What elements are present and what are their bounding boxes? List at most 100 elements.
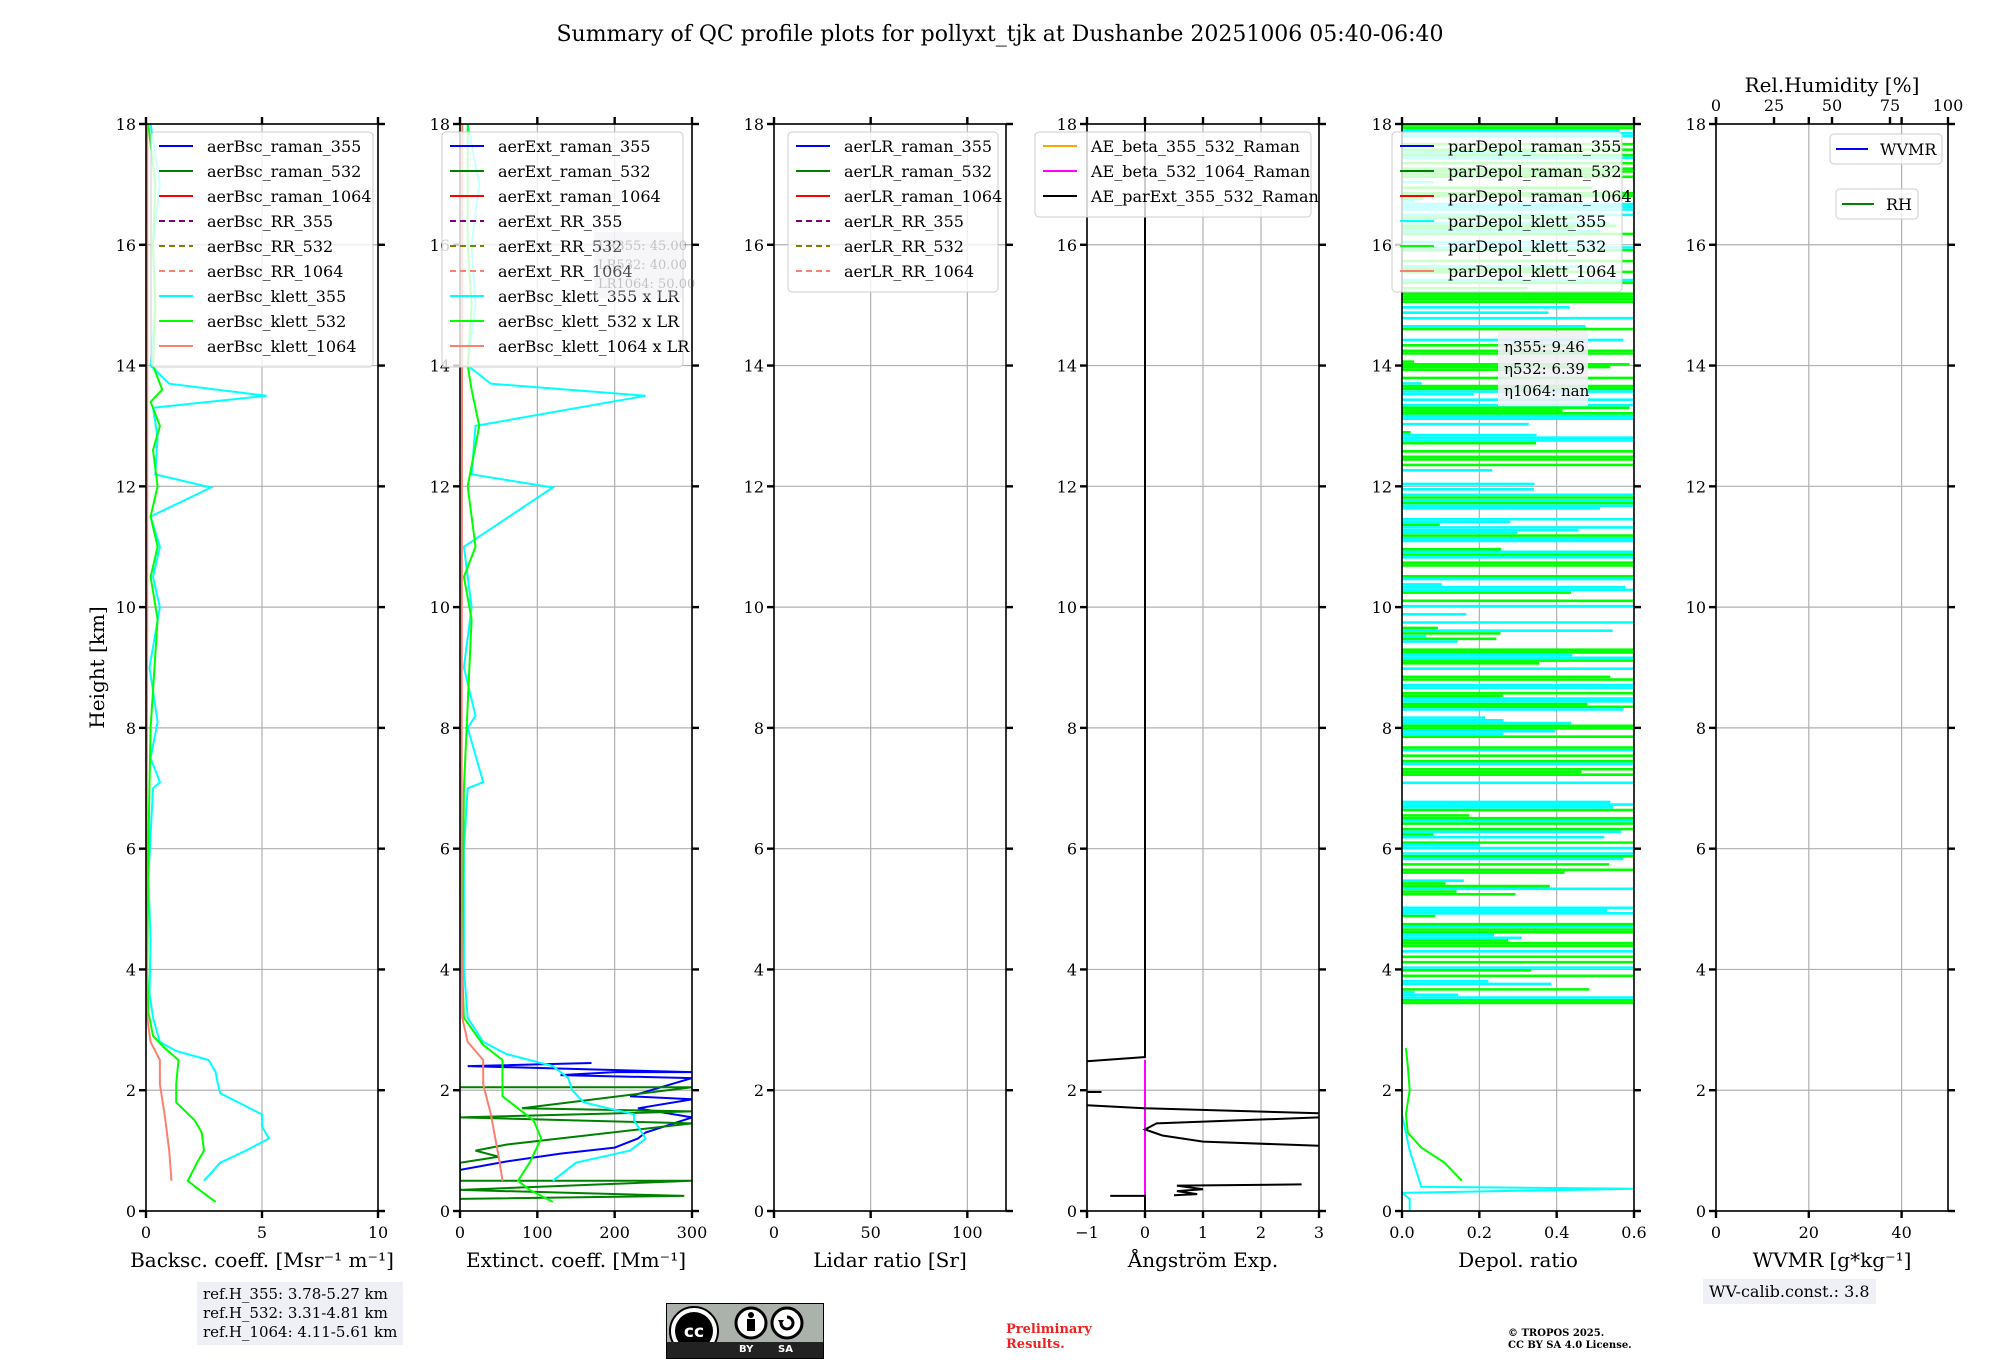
legend-label: parDepol_raman_355 xyxy=(1448,137,1621,156)
legend-label: AE_beta_355_532_Raman xyxy=(1090,137,1300,156)
top-x-tick-label: 25 xyxy=(1764,96,1784,115)
ref-height-box: ref.H_355: 3.78-5.27 km ref.H_532: 3.31-… xyxy=(197,1282,404,1345)
top-x-axis-label: Rel.Humidity [%] xyxy=(1745,73,1920,97)
legend-label: aerBsc_raman_355 xyxy=(207,137,361,156)
legend-label: aerExt_RR_355 xyxy=(498,212,622,231)
x-axis-label: Extinct. coeff. [Mm⁻¹] xyxy=(466,1248,686,1272)
legend: aerLR_raman_355 aerLR_raman_532 aerLR_rama… xyxy=(787,131,1002,293)
lr-value: LR532: 40.00 xyxy=(598,258,687,273)
y-tick-label: 14 xyxy=(1686,357,1706,376)
ref-height-355: ref.H_355: 3.78-5.27 km xyxy=(203,1285,388,1303)
y-tick-label: 6 xyxy=(126,840,136,859)
legend-label: aerLR_raman_355 xyxy=(844,137,992,156)
legend-label: parDepol_klett_532 xyxy=(1448,237,1606,256)
y-tick-label: 6 xyxy=(754,840,764,859)
y-tick-label: 16 xyxy=(1372,236,1392,255)
cc-sa-label: SA xyxy=(778,1344,793,1355)
y-tick-label: 18 xyxy=(1686,115,1706,134)
legend-label: parDepol_klett_355 xyxy=(1448,212,1606,231)
preliminary-line-1: Preliminary xyxy=(1006,1322,1092,1337)
panel-5: 0.0 0.2 0.4 0.6 0 2 4 6 8 10 12 14 16 18 Depol. ratio p… xyxy=(1372,115,1647,1272)
legend-label: aerExt_raman_532 xyxy=(498,162,651,181)
y-tick-label: 14 xyxy=(744,357,764,376)
y-tick-label: 6 xyxy=(440,840,450,859)
x-tick-label: 0 xyxy=(455,1223,465,1242)
y-tick-label: 14 xyxy=(1372,357,1392,376)
y-tick-label: 12 xyxy=(744,477,764,496)
y-tick-label: 4 xyxy=(440,960,450,979)
copyright-line-2: CC BY SA 4.0 License. xyxy=(1508,1340,1632,1351)
legend-box xyxy=(787,131,999,293)
y-tick-label: 12 xyxy=(1686,477,1706,496)
y-tick-label: 2 xyxy=(1067,1081,1077,1100)
x-tick-label: 0.6 xyxy=(1621,1223,1646,1242)
y-tick-label: 0 xyxy=(1067,1202,1077,1221)
y-tick-label: 16 xyxy=(1057,236,1077,255)
y-tick-label: 18 xyxy=(744,115,764,134)
legend-label: aerExt_RR_532 xyxy=(498,237,622,256)
y-tick-label: 4 xyxy=(754,960,764,979)
y-tick-label: 2 xyxy=(440,1081,450,1100)
ref-height-532: ref.H_532: 3.31-4.81 km xyxy=(203,1304,388,1322)
axes-frame xyxy=(1401,123,1635,1212)
axes-frame xyxy=(459,123,693,1212)
panel-6: 0 20 40 0 2 4 6 8 10 12 14 16 18 WVMR [g*kg⁻¹] 0 25 50 75… xyxy=(1686,73,1964,1272)
y-tick-label: 4 xyxy=(1696,960,1706,979)
copyright-line-1: © TROPOS 2025. xyxy=(1508,1328,1605,1339)
eta-value: η1064: nan xyxy=(1504,382,1590,400)
y-tick-label: 2 xyxy=(126,1081,136,1100)
y-tick-label: 0 xyxy=(754,1202,764,1221)
y-tick-label: 6 xyxy=(1382,840,1392,859)
y-tick-label: 8 xyxy=(440,719,450,738)
legend-label: aerBsc_raman_1064 xyxy=(207,187,372,206)
cc-by-label: BY xyxy=(739,1344,754,1355)
y-tick-label: 10 xyxy=(1372,598,1392,617)
x-axis-label: Ångström Exp. xyxy=(1127,1247,1278,1272)
panel-3: 0 50 100 0 2 4 6 8 10 12 14 16 18 Lidar ratio [Sr] aer… xyxy=(744,115,1013,1272)
legend: aerExt_raman_355 aerExt_raman_532 aerExt_r… xyxy=(441,131,690,368)
eta-value: η355: 9.46 xyxy=(1504,338,1585,356)
y-tick-label: 12 xyxy=(1372,477,1392,496)
series-aerExt_raman_355 xyxy=(460,1062,692,1171)
cc-bottom-bar: BY SA xyxy=(667,1342,823,1358)
y-tick-label: 2 xyxy=(1696,1081,1706,1100)
x-tick-label: 20 xyxy=(1799,1223,1819,1242)
legend-label: aerExt_raman_1064 xyxy=(498,187,661,206)
y-tick-label: 0 xyxy=(1696,1202,1706,1221)
y-tick-label: 0 xyxy=(1382,1202,1392,1221)
y-tick-label: 10 xyxy=(430,598,450,617)
x-tick-label: 10 xyxy=(368,1223,388,1242)
y-tick-label: 10 xyxy=(1057,598,1077,617)
y-tick-label: 0 xyxy=(440,1202,450,1221)
y-tick-label: 10 xyxy=(116,598,136,617)
legend-label: aerBsc_klett_355 xyxy=(207,287,346,306)
y-tick-label: 16 xyxy=(1686,236,1706,255)
top-x-tick-label: 100 xyxy=(1933,96,1964,115)
y-tick-label: 0 xyxy=(126,1202,136,1221)
preliminary-line-2: Results. xyxy=(1006,1337,1065,1352)
series-parDepol_klett_532 xyxy=(1404,1047,1463,1182)
x-tick-label: −1 xyxy=(1075,1223,1099,1242)
y-tick-label: 8 xyxy=(126,719,136,738)
x-tick-label: 100 xyxy=(952,1223,983,1242)
eta-info-box: η355: 9.46 η532: 6.39 η1064: nan xyxy=(1498,332,1590,406)
series-aerBsc_klett_355 x LR xyxy=(462,124,647,1182)
y-tick-label: 8 xyxy=(1696,719,1706,738)
x-axis-label: Depol. ratio xyxy=(1458,1248,1578,1272)
x-tick-label: 100 xyxy=(522,1223,553,1242)
legend-label: RH xyxy=(1886,195,1912,214)
x-axis-label: WVMR [g*kg⁻¹] xyxy=(1753,1248,1912,1272)
cc-icon: cc xyxy=(669,1306,719,1342)
x-tick-label: 0.0 xyxy=(1389,1223,1414,1242)
series-AE_parExt_355_532_Raman_b xyxy=(1087,1104,1319,1115)
y-tick-label: 6 xyxy=(1696,840,1706,859)
series-AE_parExt_355_532_Raman_e xyxy=(1110,1194,1146,1211)
legend-box xyxy=(150,131,374,368)
series-AE_parExt_355_532_Raman_c xyxy=(1142,1116,1319,1147)
legend-label: aerExt_RR_1064 xyxy=(498,262,633,281)
series-AE_parExt_355_532_Raman xyxy=(1087,124,1146,1063)
legend-label: aerLR_raman_532 xyxy=(844,162,992,181)
x-tick-label: 0.2 xyxy=(1467,1223,1492,1242)
legend-label: aerBsc_klett_1064 xyxy=(207,337,356,356)
x-tick-label: 1 xyxy=(1198,1223,1208,1242)
